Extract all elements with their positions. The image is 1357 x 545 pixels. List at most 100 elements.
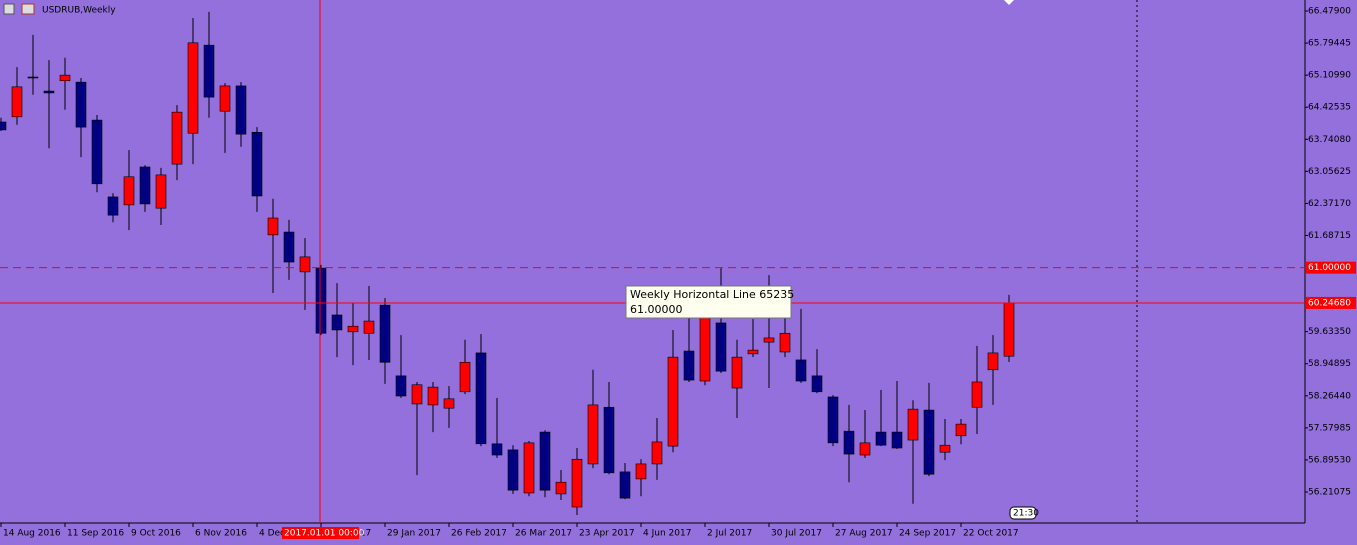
y-tick-label: 63.74080 bbox=[1308, 135, 1351, 145]
x-tick-label: 23 Apr 2017 bbox=[579, 529, 635, 539]
candle-body bbox=[427, 386, 439, 406]
candle-body bbox=[907, 408, 919, 441]
candle-body bbox=[923, 409, 935, 475]
candle-body bbox=[955, 423, 967, 437]
y-tick-label: 65.79445 bbox=[1308, 39, 1351, 49]
candle-body bbox=[971, 381, 983, 408]
x-tick-label: 11 Sep 2016 bbox=[67, 529, 124, 539]
candle-body bbox=[571, 458, 583, 508]
candle-body bbox=[555, 481, 567, 495]
candle-body bbox=[539, 431, 551, 491]
candle-body bbox=[139, 166, 151, 205]
chart-title: USDRUB,Weekly bbox=[42, 6, 116, 16]
candle-body bbox=[1003, 302, 1015, 357]
price-label-box bbox=[1306, 261, 1356, 274]
plot-area: 66.47900 65.79445 65.10990 64.42535 63.74080… bbox=[0, 7, 1351, 539]
candle-body bbox=[11, 86, 23, 118]
shift-marker bbox=[1004, 0, 1014, 5]
price-label-box bbox=[1306, 296, 1356, 309]
candle-body bbox=[635, 463, 647, 480]
candle-body bbox=[155, 174, 167, 209]
y-tick-label: 61.68715 bbox=[1308, 231, 1351, 241]
candle-body bbox=[763, 337, 775, 343]
candle-body bbox=[219, 85, 231, 112]
chart-icon bbox=[3, 3, 15, 15]
candle-body bbox=[123, 176, 135, 206]
candle-body bbox=[699, 316, 711, 382]
candle-body bbox=[267, 217, 279, 236]
y-tick-label: 57.57985 bbox=[1308, 423, 1351, 433]
candle-body bbox=[843, 430, 855, 455]
y-tick-label: 64.42535 bbox=[1308, 103, 1351, 113]
candle-body bbox=[395, 375, 407, 397]
candle-body bbox=[315, 267, 327, 334]
candle-body bbox=[59, 74, 71, 82]
y-tick-label: 58.94895 bbox=[1308, 359, 1351, 369]
candle-body bbox=[187, 42, 199, 134]
candle-body bbox=[107, 196, 119, 216]
candle-body bbox=[795, 359, 807, 382]
x-tick-label: 27 Aug 2017 bbox=[835, 529, 893, 539]
candle-body bbox=[171, 111, 183, 165]
y-tick-label: 62.37170 bbox=[1308, 199, 1351, 209]
candle-body bbox=[507, 449, 519, 491]
candle-body bbox=[283, 231, 295, 263]
candle-body bbox=[27, 76, 39, 79]
chart-icon bbox=[21, 3, 35, 15]
candle-body bbox=[411, 384, 423, 405]
candle-body bbox=[939, 444, 951, 453]
candle-body bbox=[347, 325, 359, 333]
candle-body bbox=[603, 406, 615, 474]
x-tick-label: 4 Jun 2017 bbox=[643, 529, 691, 539]
candle-body bbox=[987, 352, 999, 371]
timer-label: 21:30 bbox=[1013, 509, 1039, 519]
y-tick-label: 66.47900 bbox=[1308, 7, 1351, 17]
candle-body bbox=[827, 396, 839, 444]
time-label-box bbox=[282, 527, 359, 539]
x-tick-label: 2 Jul 2017 bbox=[707, 529, 752, 539]
x-tick-label: 6 Nov 2016 bbox=[195, 529, 247, 539]
x-tick-label: 14 Aug 2016 bbox=[3, 529, 61, 539]
candle-body bbox=[811, 375, 823, 393]
candle-body bbox=[363, 320, 375, 334]
price-label: 61.00000 bbox=[1308, 263, 1351, 273]
time-label: 2017.01.01 00:00 bbox=[284, 529, 365, 539]
x-tick-label: 24 Sep 2017 bbox=[899, 529, 956, 539]
candle-body bbox=[75, 81, 87, 128]
candle-body bbox=[475, 352, 487, 445]
candle-body bbox=[91, 119, 103, 185]
x-tick-label: 29 Jan 2017 bbox=[387, 529, 441, 539]
candle-body bbox=[683, 350, 695, 381]
y-tick-label: 56.89530 bbox=[1308, 455, 1351, 465]
candle-body bbox=[523, 442, 535, 494]
candle-body bbox=[779, 332, 791, 353]
timer-box bbox=[1009, 506, 1037, 520]
y-tick-label: 59.63350 bbox=[1308, 327, 1351, 337]
candle-body bbox=[651, 441, 663, 465]
x-tick-label: 22 Oct 2017 bbox=[963, 529, 1019, 539]
candle-body bbox=[587, 404, 599, 465]
y-tick-label: 56.21075 bbox=[1308, 488, 1351, 498]
candle-body bbox=[619, 471, 631, 499]
tooltip-title: Weekly Horizontal Line 65235 bbox=[630, 288, 794, 301]
y-tick-label: 65.10990 bbox=[1308, 71, 1351, 81]
candle-body bbox=[747, 349, 759, 355]
tooltip-value: 61.00000 bbox=[630, 303, 683, 316]
x-tick-label: 26 Mar 2017 bbox=[515, 529, 572, 539]
candle-body bbox=[875, 431, 887, 446]
y-tick-label: 63.05625 bbox=[1308, 167, 1351, 177]
candle-body bbox=[43, 90, 55, 94]
candle-body bbox=[459, 361, 471, 393]
x-tick-label: 30 Jul 2017 bbox=[771, 529, 822, 539]
candle-body bbox=[859, 442, 871, 456]
x-tick-label: 9 Oct 2016 bbox=[131, 529, 181, 539]
tooltip-box bbox=[625, 285, 792, 319]
candle-body bbox=[251, 131, 263, 197]
candle-body bbox=[203, 44, 215, 98]
price-label: 60.24680 bbox=[1308, 298, 1351, 308]
candle-body bbox=[891, 431, 903, 449]
candle-body bbox=[235, 85, 247, 135]
